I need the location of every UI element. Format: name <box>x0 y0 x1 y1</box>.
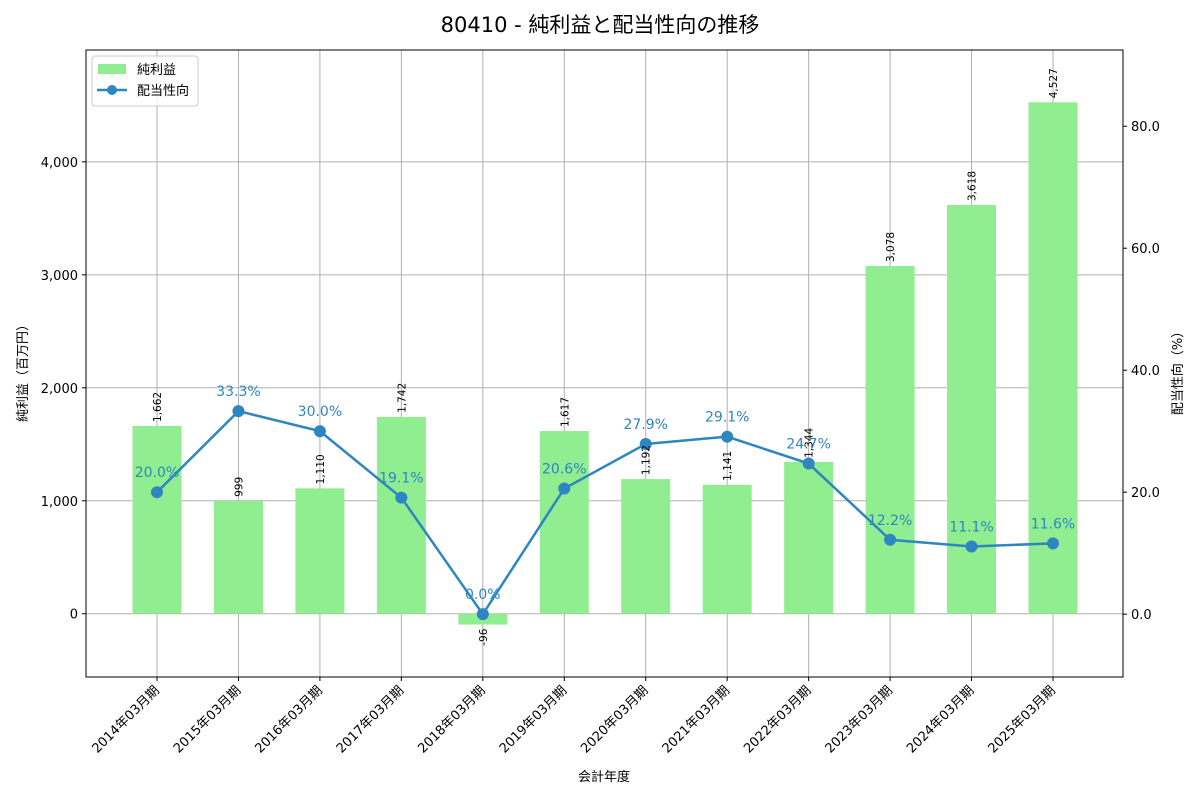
bar-value-label: 1,110 <box>315 454 327 484</box>
x-tick-label: 2023年03月期 <box>823 683 896 756</box>
x-tick-label: 2014年03月期 <box>90 683 163 756</box>
payout-ratio-label: 20.0% <box>135 465 179 481</box>
x-tick-label: 2017年03月期 <box>334 683 407 756</box>
line-value-labels: 20.0% 33.3% 30.0% 19.1% 0.0% 20.6% 27.9% 29.1% 2… <box>135 384 1075 603</box>
x-tick-label: 2025年03月期 <box>986 683 1059 756</box>
bar <box>784 461 834 614</box>
plot-frame <box>85 49 1124 678</box>
x-tick-label: 2019年03月期 <box>497 683 570 756</box>
y-tick-label: 0 <box>70 608 78 623</box>
bar <box>865 266 915 614</box>
left-y-axis: 0 1,000 2,000 3,000 4,000 <box>41 156 86 623</box>
bar <box>213 500 263 614</box>
payout-ratio-label: 33.3% <box>216 384 260 400</box>
payout-ratio-label: 27.9% <box>623 417 667 433</box>
y-tick-label: 1,000 <box>41 495 78 510</box>
bar <box>295 488 345 614</box>
y-tick-label: 60.0 <box>1131 242 1160 257</box>
right-y-axis: 0.0 20.0 40.0 60.0 80.0 <box>1123 120 1160 623</box>
chart-title: 80410 - 純利益と配当性向の推移 <box>440 13 760 37</box>
bar-value-label: 1,141 <box>722 451 734 481</box>
bar <box>702 484 752 614</box>
bar-value-label: 4,527 <box>1048 68 1060 98</box>
x-axis: 2014年03月期 2015年03月期 2016年03月期 2017年03月期 2018… <box>90 677 1059 757</box>
y-tick-label: 40.0 <box>1131 364 1160 379</box>
bar-value-label: 1,742 <box>396 383 408 413</box>
bar-value-label: 999 <box>233 477 245 497</box>
x-tick-label: 2022年03月期 <box>741 683 814 756</box>
y-tick-label: 20.0 <box>1131 486 1160 501</box>
bar-value-label: 1,192 <box>641 445 653 475</box>
payout-ratio-label: 24.7% <box>786 437 830 453</box>
bar-value-label: -96 <box>478 628 490 645</box>
bar <box>376 416 426 614</box>
payout-ratio-line <box>156 409 1054 617</box>
data-point-marker <box>802 457 815 470</box>
legend-marker-icon <box>107 85 117 95</box>
legend-bar-swatch <box>98 64 126 74</box>
data-point-marker <box>476 608 489 621</box>
payout-ratio-label: 30.0% <box>298 404 342 420</box>
data-point-marker <box>965 540 978 553</box>
bar-value-labels: 1,662 999 1,110 1,742 -96 1,617 1,192 1,141 1,34… <box>152 68 1060 645</box>
y-tick-label: 3,000 <box>41 269 78 284</box>
left-y-axis-title: 純利益（百万円） <box>16 318 31 422</box>
bar-value-label: 1,662 <box>152 392 164 422</box>
legend: 純利益 配当性向 <box>91 55 199 107</box>
payout-ratio-label: 12.2% <box>868 513 912 529</box>
data-point-marker <box>313 425 326 438</box>
y-tick-label: 4,000 <box>41 156 78 171</box>
bar-series-net-income <box>132 102 1078 625</box>
x-tick-label: 2016年03月期 <box>252 683 325 756</box>
y-tick-label: 2,000 <box>41 382 78 397</box>
data-point-marker <box>639 438 652 451</box>
bar-value-label: 1,344 <box>804 428 816 458</box>
data-point-marker <box>151 486 163 499</box>
payout-ratio-label: 20.6% <box>542 462 586 478</box>
bar <box>539 431 589 614</box>
line-series-payout-ratio <box>151 405 1059 621</box>
payout-ratio-label: 29.1% <box>705 410 749 426</box>
y-tick-label: 0.0 <box>1131 608 1152 623</box>
data-point-marker <box>558 482 571 495</box>
y-tick-label: 80.0 <box>1131 120 1160 135</box>
x-tick-label: 2015年03月期 <box>171 683 244 756</box>
data-point-marker <box>1047 537 1059 550</box>
bar <box>621 479 671 614</box>
payout-ratio-label: 11.6% <box>1031 516 1075 532</box>
x-axis-title: 会計年度 <box>578 769 630 785</box>
payout-ratio-label: 19.1% <box>379 471 423 487</box>
x-tick-label: 2020年03月期 <box>578 683 651 756</box>
bar-value-label: 3,078 <box>885 232 897 262</box>
right-y-axis-title: 配当性向（%） <box>1170 325 1186 415</box>
payout-ratio-label: 11.1% <box>949 519 993 535</box>
data-point-marker <box>232 405 245 418</box>
legend-label-net-income: 純利益 <box>137 63 176 78</box>
x-tick-label: 2018年03月期 <box>415 683 488 756</box>
x-tick-label: 2021年03月期 <box>660 683 733 756</box>
x-tick-label: 2024年03月期 <box>904 683 977 756</box>
bar-value-label: 3,618 <box>967 171 979 201</box>
data-point-marker <box>395 491 408 504</box>
legend-label-payout-ratio: 配当性向 <box>137 83 189 99</box>
payout-ratio-label: 0.0% <box>465 587 501 603</box>
data-point-marker <box>721 430 734 443</box>
bar <box>132 425 182 614</box>
bar-value-label: 1,617 <box>559 397 571 427</box>
bar <box>1028 102 1078 614</box>
data-point-marker <box>884 533 897 546</box>
